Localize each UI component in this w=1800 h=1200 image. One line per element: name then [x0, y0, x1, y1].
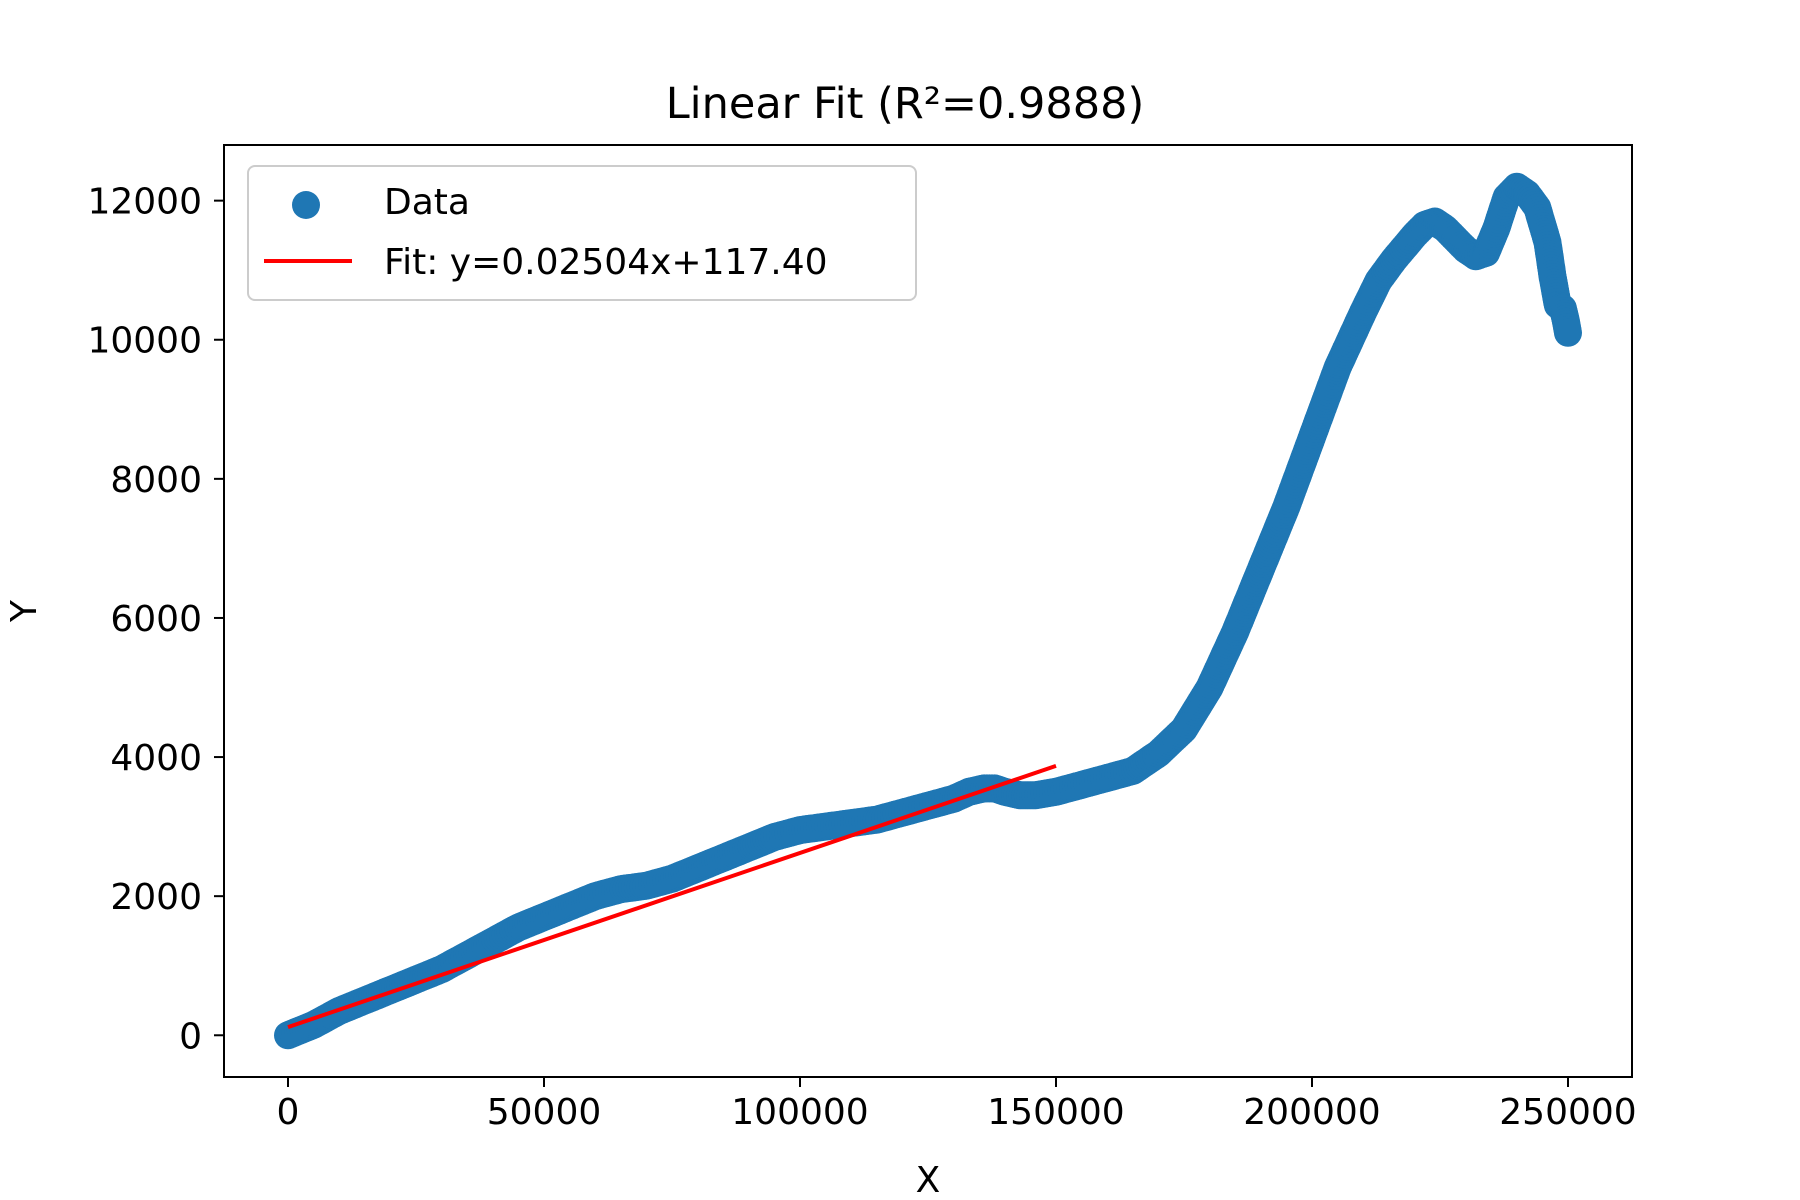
x-tick-label: 150000	[987, 1092, 1124, 1133]
y-tick-label: 12000	[87, 182, 202, 223]
plot-area	[223, 144, 1633, 1078]
x-axis-ticks: 0 50000 100000 150000 200000 250000	[277, 1077, 1637, 1133]
y-tick-label: 8000	[110, 460, 202, 501]
x-tick-label: 200000	[1243, 1092, 1380, 1133]
chart-title: Linear Fit (R²=0.9888)	[666, 79, 1145, 129]
legend: Data Fit: y=0.02504x+117.40	[247, 165, 917, 301]
legend-marker-data	[292, 191, 320, 219]
y-tick-label: 2000	[110, 877, 202, 918]
legend-label-data: Data	[384, 182, 470, 223]
plot-frame	[223, 144, 1633, 1078]
x-tick-label: 250000	[1499, 1092, 1636, 1133]
y-axis-ticks: 0 2000 4000 6000 8000 10000 12000	[87, 182, 224, 1057]
legend-box	[247, 165, 917, 301]
y-tick-label: 0	[179, 1016, 202, 1057]
legend-label-fit: Fit: y=0.02504x+117.40	[384, 242, 828, 283]
x-tick-label: 0	[277, 1092, 300, 1133]
data-layer	[274, 172, 1582, 1050]
fit-line	[287, 764, 1057, 1029]
x-tick-label: 50000	[487, 1092, 602, 1133]
y-tick-label: 4000	[110, 738, 202, 779]
data-point	[1554, 318, 1582, 347]
y-axis-label: Y	[4, 599, 45, 623]
fit-layer	[287, 764, 1057, 1029]
x-axis-label: X	[916, 1160, 941, 1200]
y-tick-label: 10000	[87, 321, 202, 362]
y-tick-label: 6000	[110, 599, 202, 640]
x-tick-label: 100000	[731, 1092, 868, 1133]
